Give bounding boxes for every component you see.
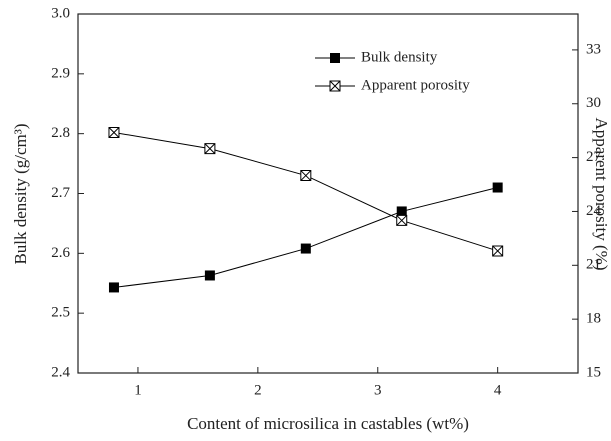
x-tick-label: 2 (254, 382, 262, 398)
marker (492, 245, 504, 257)
y-tick-label: 2.7 (51, 185, 70, 201)
series-line (113, 187, 498, 288)
x-tick-label: 1 (134, 382, 142, 398)
y-tick-label: 2.4 (51, 364, 70, 380)
y2-tick-label: 15 (586, 364, 601, 380)
y2-tick-label: 27 (586, 149, 602, 165)
y-tick-label: 2.5 (51, 305, 70, 321)
marker (396, 214, 408, 226)
legend-marker (329, 80, 341, 92)
marker (204, 270, 215, 281)
marker (300, 243, 311, 254)
y2-tick-label: 24 (586, 203, 602, 219)
plot-frame (77, 13, 579, 374)
y2-tick-label: 21 (586, 257, 601, 273)
y-tick-label: 2.9 (51, 65, 70, 81)
marker (108, 126, 120, 138)
marker (492, 182, 503, 193)
y-tick-label: 3.0 (51, 5, 70, 21)
series-line (113, 131, 498, 252)
marker (396, 206, 407, 217)
y2-tick-label: 33 (586, 41, 601, 57)
y-tick-label: 2.8 (51, 125, 70, 141)
marker (108, 282, 119, 293)
y2-tick-label: 30 (586, 95, 601, 111)
x-tick-label: 3 (374, 382, 382, 398)
marker (300, 170, 312, 182)
x-axis-title: Content of microsilica in castables (wt%… (187, 414, 469, 433)
x-tick-label: 4 (494, 382, 502, 398)
y-axis-title: Bulk density (g/cm³) (11, 123, 30, 264)
y-tick-label: 2.6 (51, 245, 70, 261)
legend-label: Bulk density (361, 49, 438, 65)
legend-label: Apparent porosity (361, 77, 470, 93)
legend-marker (330, 53, 340, 63)
y2-tick-label: 18 (586, 311, 601, 327)
y2-axis-title: Apparent porosity (%) (592, 118, 611, 271)
marker (204, 143, 216, 155)
